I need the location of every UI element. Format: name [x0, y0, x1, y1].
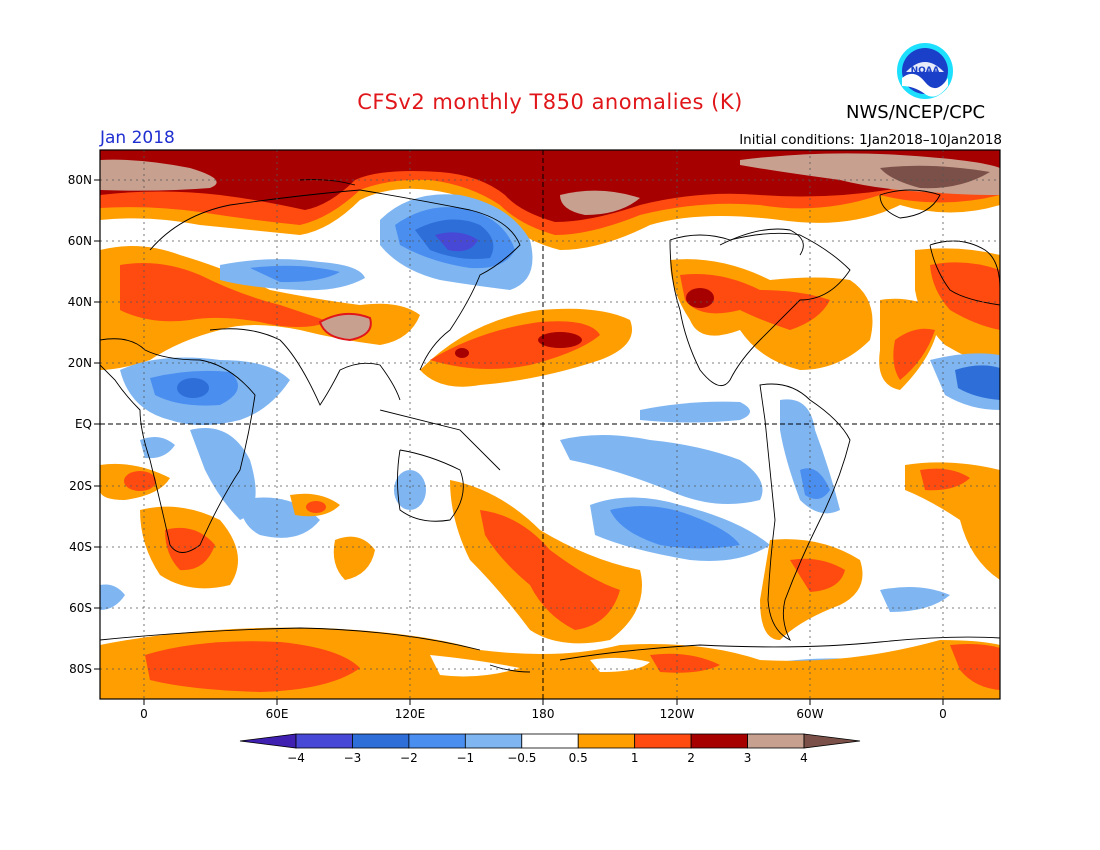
colorbar-tick-label: 4 [800, 751, 808, 765]
right-south-atlantic-strong [920, 468, 970, 491]
lon-label: 0 [140, 707, 148, 721]
longitude-labels: 0 60E 120E 180 120W 60W 0 [140, 707, 947, 721]
europe-strong-warm [120, 262, 330, 327]
lon-label: 60E [266, 707, 289, 721]
antarctica-strong-3 [950, 644, 1000, 690]
south-america-cold-2 [800, 468, 830, 499]
east-africa-cold [190, 428, 256, 520]
noaa-logo-icon: NOAA [897, 43, 953, 99]
antarctica-strong-2 [650, 653, 720, 673]
right-europe-strong-warm [930, 262, 1000, 330]
lat-label: 20N [68, 356, 92, 370]
south-indian-warm [333, 536, 375, 580]
lat-label: EQ [75, 417, 92, 431]
map-title: CFSv2 monthly T850 anomalies (K) [357, 90, 743, 114]
colorbar-tick-label: −4 [287, 751, 305, 765]
colorbar-segment [295, 733, 353, 749]
arctic-max-warm-right [880, 165, 990, 189]
svg-text:NOAA: NOAA [911, 66, 940, 76]
equatorial-cold [640, 401, 750, 423]
lat-label: 60N [68, 234, 92, 248]
bering-extreme-warm [560, 190, 640, 215]
colorbar-tick-label: −3 [344, 751, 362, 765]
colorbar-segment [464, 733, 523, 749]
graticule [100, 150, 1000, 699]
month-label: Jan 2018 [100, 128, 175, 148]
lat-label: 20S [69, 479, 92, 493]
initial-conditions-label: Initial conditions: 1Jan2018–10Jan2018 [739, 132, 1002, 148]
far-south-cold [100, 584, 125, 610]
equator-dateline [100, 150, 1000, 699]
antarctica-white-2 [430, 655, 520, 677]
north-pacific-core [538, 332, 582, 348]
colorbar-segment [408, 733, 466, 749]
latitude-labels: 80N 60N 40N 20N EQ 20S 40S 60S 80S [68, 173, 92, 676]
colorbar-tick-label: −0.5 [507, 751, 536, 765]
colorbar-segment [690, 733, 748, 749]
colorbar: −4 −3 −2 −1 −0.5 0.5 1 2 3 4 [239, 733, 861, 765]
coastlines [100, 179, 1000, 673]
axis-ticks [94, 179, 944, 705]
south-atlantic-strong [124, 471, 156, 491]
north-pacific-core-2 [455, 348, 469, 358]
anomaly-field [100, 150, 1000, 699]
colorbar-tick-label: −1 [456, 751, 474, 765]
colorbar-segment [577, 733, 636, 749]
south-pacific-cold-2 [610, 506, 740, 549]
central-asia-cold-2 [250, 265, 340, 283]
south-pacific-strong [480, 510, 620, 630]
lon-label: 60W [796, 707, 823, 721]
arabia-cold-3 [177, 378, 209, 398]
colorbar-segment [747, 733, 805, 749]
siberia-cold-4 [435, 232, 478, 252]
tibet-extreme-warm [318, 312, 372, 342]
southern-ocean-strong [306, 501, 326, 513]
colorbar-tick-label: 1 [631, 751, 639, 765]
north-america-core [686, 288, 714, 308]
indian-ocean-cold-2 [140, 436, 175, 459]
colorbar-tick-label: 0.5 [569, 751, 588, 765]
tasman-cold [394, 470, 426, 510]
antarctica-strong [145, 641, 360, 692]
colorbar-tick-label: −2 [400, 751, 418, 765]
colorbar-segment [634, 733, 692, 749]
tropical-pacific-cold [560, 435, 763, 504]
colorbar-upper-arrow [803, 733, 861, 749]
right-arabia-cold-2 [955, 365, 1000, 400]
lat-label: 40S [69, 540, 92, 554]
lon-label: 0 [939, 707, 947, 721]
right-south-atlantic-warm [905, 462, 1000, 580]
arctic-extreme-warm-left [100, 159, 217, 191]
south-america-strong [790, 558, 845, 592]
southern-atlantic-cold [880, 586, 950, 612]
lat-label: 40N [68, 295, 92, 309]
colorbar-lower-arrow [239, 733, 297, 749]
colorbar-segment [352, 733, 410, 749]
lat-label: 80S [69, 662, 92, 676]
lat-label: 60S [69, 601, 92, 615]
lon-label: 120E [395, 707, 426, 721]
lon-label: 120W [660, 707, 695, 721]
colorbar-segment [521, 733, 579, 749]
lon-label: 180 [532, 707, 555, 721]
colorbar-tick-label: 2 [687, 751, 695, 765]
antarctica-white [590, 657, 650, 672]
atlantic-strong-warm [893, 328, 935, 380]
colorbar-tick-label: 3 [744, 751, 752, 765]
lat-label: 80N [68, 173, 92, 187]
agency-label: NWS/NCEP/CPC [846, 102, 986, 123]
